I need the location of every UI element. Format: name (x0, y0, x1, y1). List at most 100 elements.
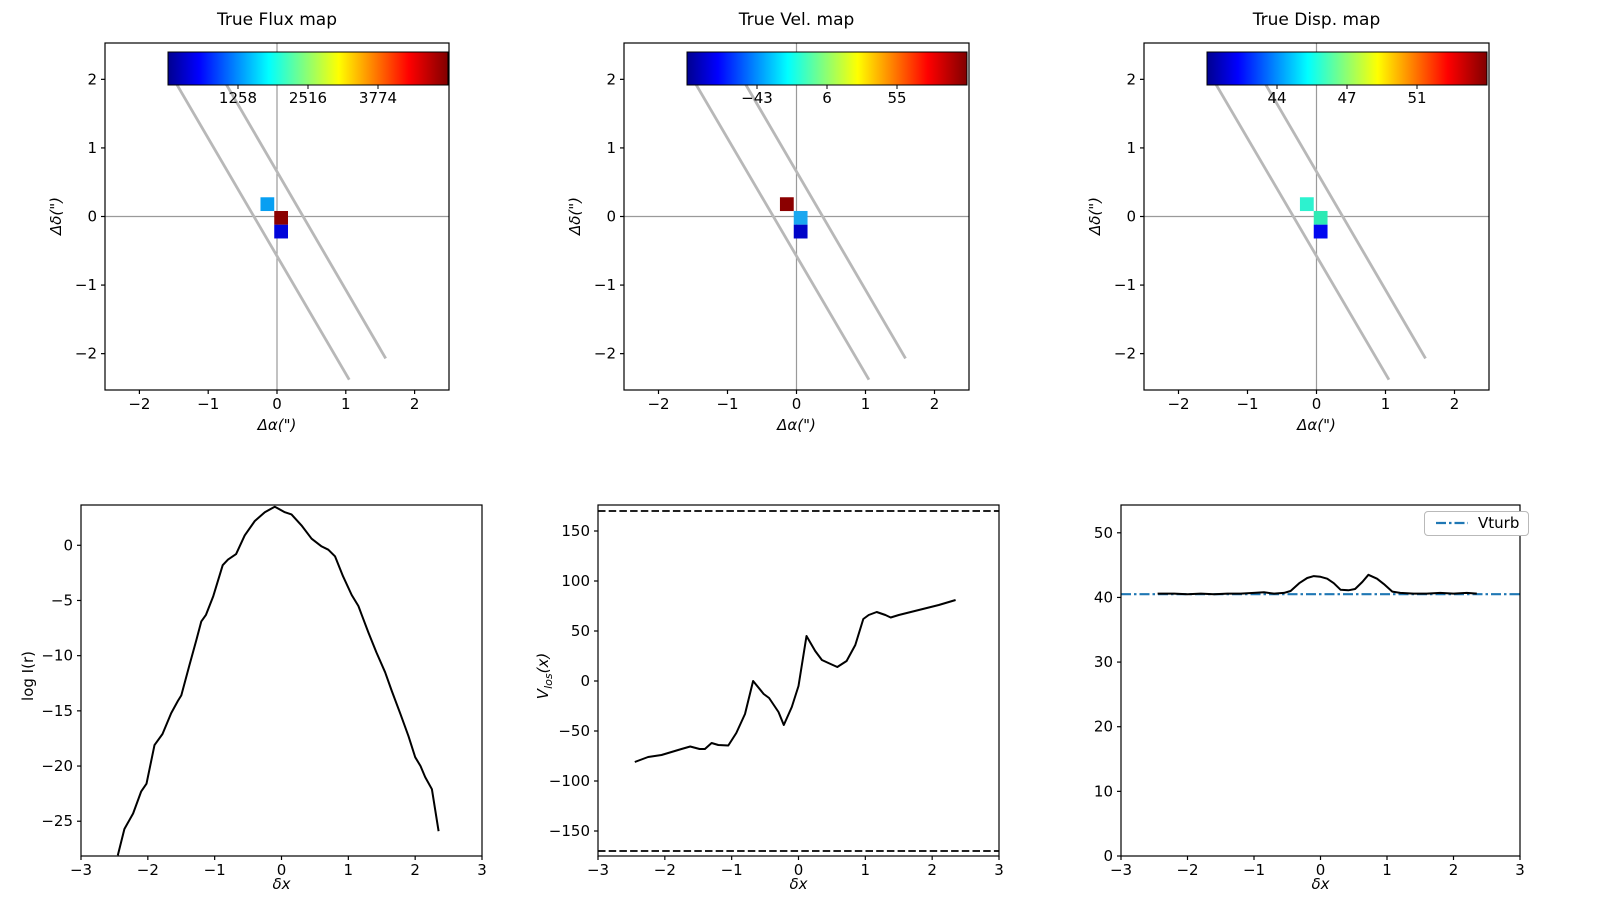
x-tick-label: 0 (1316, 861, 1326, 879)
y-tick-label: 0 (1103, 847, 1113, 865)
slit-line (1261, 78, 1427, 360)
map-pixel (779, 197, 794, 212)
y-tick-label: −15 (41, 702, 73, 720)
x-tick-label: 2 (930, 395, 940, 413)
flux-profile-ylabel: log I(r) (18, 651, 37, 701)
x-tick-label: 0 (794, 861, 804, 879)
y-tick-label: 2 (1126, 70, 1136, 88)
colorbar-tick-label: 51 (1407, 89, 1426, 107)
y-tick-label: 1 (87, 139, 97, 157)
y-tick-label: −2 (75, 345, 97, 363)
y-tick-label: 0 (606, 208, 616, 226)
x-tick-label: 1 (861, 861, 871, 879)
map-pixel (1313, 224, 1328, 239)
x-tick-label: 1 (341, 395, 351, 413)
map-pixel (793, 210, 808, 225)
x-tick-label: −2 (654, 861, 676, 879)
y-tick-label: 40 (1094, 588, 1113, 606)
x-tick-label: −1 (204, 861, 226, 879)
flux-map-ylabel: Δδ(") (46, 196, 65, 236)
vlos-ylabel-main: V (533, 688, 552, 700)
colorbar (167, 51, 449, 86)
x-tick-label: −3 (1110, 861, 1132, 879)
x-tick-label: −2 (647, 395, 669, 413)
colorbar-tick-label: 55 (887, 89, 906, 107)
x-tick-label: −1 (197, 395, 219, 413)
legend-line-sample (1436, 521, 1468, 525)
y-tick-label: −10 (41, 647, 73, 665)
flux-profile-plot: −3 −2 −1 0 1 2 30−5−10−15−20−25 (41, 504, 487, 879)
colorbar (1206, 51, 1488, 86)
colorbar-tick-label: 6 (822, 89, 832, 107)
x-tick-label: −2 (1176, 861, 1198, 879)
colorbar-tick-label: 2516 (289, 89, 327, 107)
x-tick-label: −2 (128, 395, 150, 413)
y-tick-label: 50 (571, 622, 590, 640)
y-tick-label: −2 (1114, 345, 1136, 363)
x-tick-label: −2 (1167, 395, 1189, 413)
disp-map-title: True Disp. map (1252, 10, 1381, 30)
map-pixel (274, 224, 289, 239)
y-tick-label: 150 (561, 522, 590, 540)
vlos-ylabel-rest: (x) (533, 652, 552, 674)
vel-map-title: True Vel. map (738, 10, 855, 30)
disp-profile-xlabel: δx (1311, 875, 1330, 893)
y-tick-label: −150 (549, 822, 590, 840)
vlos-profile-plot: −3 −2 −1 0 1 2 3 150 100 50 0 −50 −100 −150 (549, 504, 1004, 879)
axes-frame (1120, 504, 1521, 857)
y-tick-label: 0 (87, 208, 97, 226)
x-tick-label: 2 (1450, 395, 1460, 413)
x-tick-label: 3 (1515, 861, 1525, 879)
y-tick-label: 0 (1126, 208, 1136, 226)
flux-map-xlabel: Δα(") (257, 416, 297, 434)
slit-line (172, 78, 351, 381)
slit-line (222, 78, 387, 360)
x-tick-label: −3 (587, 861, 609, 879)
x-tick-label: 1 (1382, 861, 1392, 879)
map-pixel (1313, 210, 1328, 225)
y-tick-label: 30 (1094, 653, 1113, 671)
y-tick-label: −1 (594, 276, 616, 294)
y-tick-label: 1 (606, 139, 616, 157)
y-tick-label: 0 (580, 672, 590, 690)
series-line (634, 599, 956, 763)
map-pixel (274, 210, 289, 225)
y-tick-label: −1 (75, 276, 97, 294)
vel-map-ylabel: Δδ(") (565, 196, 584, 236)
colorbar-tick-label: 3774 (359, 89, 397, 107)
y-tick-label: 10 (1094, 782, 1113, 800)
x-tick-label: 1 (344, 861, 354, 879)
x-tick-label: 0 (272, 395, 282, 413)
disp-map-xlabel: Δα(") (1297, 416, 1336, 434)
x-tick-label: −1 (1243, 861, 1265, 879)
vlos-profile-ylabel: Vlos(x) (533, 652, 555, 700)
y-tick-label: 2 (87, 70, 97, 88)
x-tick-label: 2 (1449, 861, 1459, 879)
slit-line (1211, 78, 1391, 381)
x-tick-label: −1 (1236, 395, 1258, 413)
colorbar-tick-label: 1258 (219, 89, 257, 107)
x-tick-label: −1 (716, 395, 738, 413)
colorbar (686, 51, 968, 86)
y-tick-label: 2 (606, 70, 616, 88)
y-tick-label: −2 (594, 345, 616, 363)
vel-map-plot: −43 6 55 −2 −1 0 1 2 2 1 0 −1 −2 (594, 42, 970, 413)
colorbar-tick-label: 47 (1337, 89, 1356, 107)
slit-line (741, 78, 907, 360)
legend-label: Vturb (1478, 514, 1520, 532)
flux-map-title: True Flux map (216, 10, 338, 30)
y-tick-label: 0 (63, 536, 73, 554)
x-tick-label: 1 (861, 395, 871, 413)
vel-map-xlabel: Δα(") (777, 416, 816, 434)
y-tick-label: −100 (549, 772, 590, 790)
map-pixel (260, 197, 275, 212)
series-line (116, 505, 440, 856)
x-tick-label: 0 (1312, 395, 1322, 413)
x-tick-label: 3 (994, 861, 1004, 879)
x-tick-label: 2 (410, 861, 420, 879)
series-line (1157, 573, 1477, 596)
y-tick-label: 20 (1094, 718, 1113, 736)
vlos-profile-xlabel: δx (789, 875, 808, 893)
